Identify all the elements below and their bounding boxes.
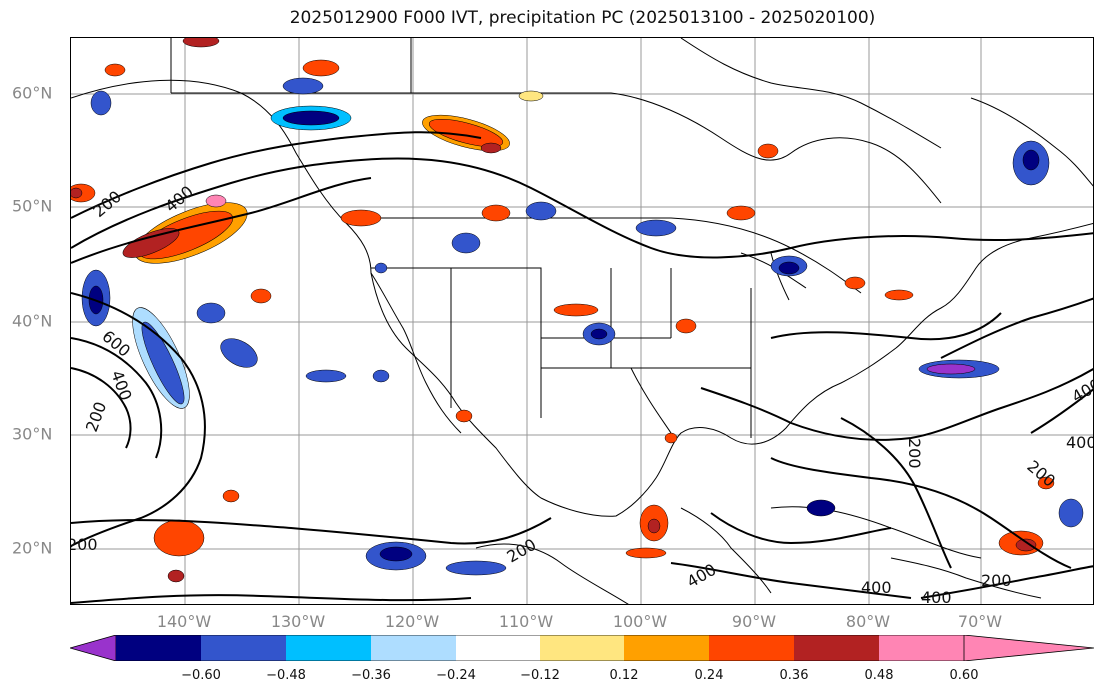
contour-label: 200 bbox=[981, 571, 1012, 590]
colorbar-swatch bbox=[879, 635, 964, 661]
longitude-label: 90°W bbox=[731, 612, 777, 631]
colorbar-tick-label: 0.12 bbox=[609, 668, 639, 683]
map-panel: 200 400 600 400 200 200 200 400 400 200 … bbox=[70, 37, 1094, 605]
contour-label: 200 bbox=[1023, 457, 1059, 491]
graticule bbox=[71, 38, 1093, 604]
colorbar-swatch bbox=[540, 635, 624, 661]
longitude-label: 120°W bbox=[384, 612, 440, 631]
colorbar-tick-label: −0.60 bbox=[181, 668, 221, 683]
colorbar-tick-label: −0.24 bbox=[436, 668, 476, 683]
colorbar-swatch bbox=[70, 635, 117, 661]
longitude-label: 110°W bbox=[498, 612, 554, 631]
colorbar-swatch bbox=[286, 635, 371, 661]
latitude-label: 30°N bbox=[12, 424, 53, 444]
colorbar-swatch bbox=[116, 635, 201, 661]
latitude-label: 60°N bbox=[12, 83, 53, 103]
colorbar-tick-label: 0.60 bbox=[949, 668, 979, 683]
colorbar-tick-label: 0.48 bbox=[864, 668, 894, 683]
contour-label: 400 bbox=[921, 588, 952, 605]
colorbar bbox=[70, 635, 1094, 661]
latitude-label: 40°N bbox=[12, 311, 53, 331]
longitude-label: 100°W bbox=[612, 612, 668, 631]
longitude-label: 70°W bbox=[957, 612, 1003, 631]
positive-precip-anomalies bbox=[71, 38, 1055, 583]
contour-label: 200 bbox=[71, 535, 98, 554]
contour-label: 200 bbox=[504, 535, 540, 567]
longitude-label: 80°W bbox=[845, 612, 891, 631]
colorbar-tick-label: −0.48 bbox=[266, 668, 306, 683]
colorbar-swatch bbox=[371, 635, 456, 661]
contour-label: 200 bbox=[82, 399, 110, 434]
colorbar-swatch bbox=[709, 635, 794, 661]
colorbar-swatch bbox=[456, 635, 540, 661]
contour-label: 400 bbox=[107, 368, 135, 403]
colorbar-tick-label: −0.36 bbox=[351, 668, 391, 683]
colorbar-tick-label: 0.24 bbox=[694, 668, 724, 683]
contour-label-group: 200 400 600 400 200 200 200 400 400 200 … bbox=[71, 182, 1094, 605]
contour-label: 400 bbox=[1066, 433, 1094, 452]
latitude-label: 20°N bbox=[12, 538, 53, 558]
contour-label: 400 bbox=[684, 560, 720, 592]
colorbar-swatch bbox=[624, 635, 709, 661]
latitude-label: 50°N bbox=[12, 196, 53, 216]
colorbar-swatch bbox=[963, 635, 1094, 661]
longitude-label: 140°W bbox=[156, 612, 212, 631]
map-title: 2025012900 F000 IVT, precipitation PC (2… bbox=[289, 8, 876, 28]
longitude-label: 130°W bbox=[270, 612, 326, 631]
contour-label: 600 bbox=[98, 327, 134, 361]
colorbar-tick-label: 0.36 bbox=[779, 668, 809, 683]
colorbar-tick-label: −0.12 bbox=[520, 668, 560, 683]
colorbar-swatch bbox=[201, 635, 286, 661]
negative-precip-anomalies bbox=[81, 77, 1084, 576]
coastlines bbox=[71, 38, 1093, 604]
colorbar-swatch bbox=[794, 635, 879, 661]
contour-label: 400 bbox=[861, 578, 892, 597]
contour-label: 200 bbox=[905, 438, 924, 469]
ivt-contours bbox=[71, 131, 1093, 604]
